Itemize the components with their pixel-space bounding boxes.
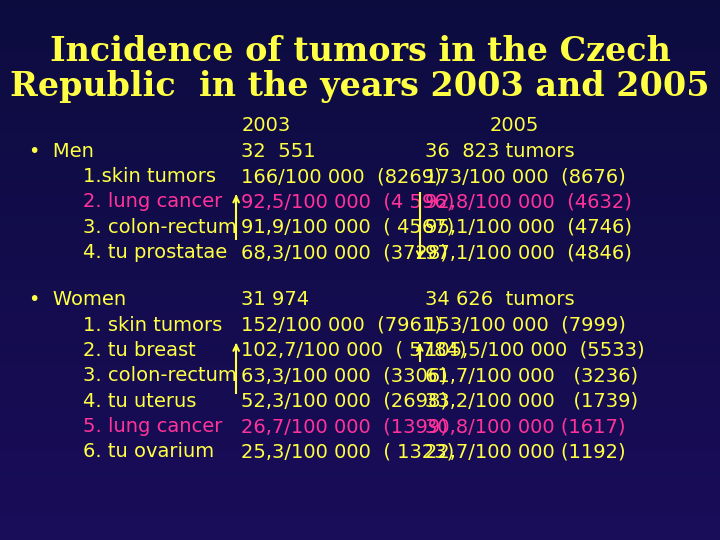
- Text: Republic  in the years 2003 and 2005: Republic in the years 2003 and 2005: [10, 70, 710, 103]
- Text: 63,3/100 000  (3306): 63,3/100 000 (3306): [241, 366, 448, 386]
- Text: 34 626  tumors: 34 626 tumors: [425, 290, 575, 309]
- Text: 3. colon-rectum: 3. colon-rectum: [83, 366, 237, 386]
- Text: 52,3/100 000  (2698): 52,3/100 000 (2698): [241, 392, 448, 411]
- Text: 4. tu prostatae: 4. tu prostatae: [83, 243, 227, 262]
- Text: 2. lung cancer: 2. lung cancer: [83, 192, 222, 212]
- Text: 91,9/100 000  ( 4567): 91,9/100 000 ( 4567): [241, 218, 454, 237]
- Text: 173/100 000  (8676): 173/100 000 (8676): [425, 167, 626, 186]
- Text: 152/100 000  (7961): 152/100 000 (7961): [241, 315, 442, 335]
- Text: 1.skin tumors: 1.skin tumors: [83, 167, 216, 186]
- Text: 105,5/100 000  (5533): 105,5/100 000 (5533): [425, 341, 644, 360]
- Text: 92,5/100 000  (4 596): 92,5/100 000 (4 596): [241, 192, 454, 212]
- Text: 95,1/100 000  (4746): 95,1/100 000 (4746): [425, 218, 632, 237]
- Text: 5. lung cancer: 5. lung cancer: [83, 417, 222, 436]
- Text: 31 974: 31 974: [241, 290, 310, 309]
- Text: 166/100 000  (8269): 166/100 000 (8269): [241, 167, 442, 186]
- Text: 32  551: 32 551: [241, 141, 316, 161]
- Text: 97,1/100 000  (4846): 97,1/100 000 (4846): [425, 243, 631, 262]
- Text: •  Women: • Women: [29, 290, 126, 309]
- Text: 1. skin tumors: 1. skin tumors: [83, 315, 222, 335]
- Text: 153/100 000  (7999): 153/100 000 (7999): [425, 315, 626, 335]
- Text: 92,8/100 000  (4632): 92,8/100 000 (4632): [425, 192, 631, 212]
- Text: 68,3/100 000  (3728): 68,3/100 000 (3728): [241, 243, 448, 262]
- Text: 2005: 2005: [490, 116, 539, 135]
- Text: 2003: 2003: [241, 116, 290, 135]
- Text: 6. tu ovarium: 6. tu ovarium: [83, 442, 214, 462]
- Text: 2. tu breast: 2. tu breast: [83, 341, 196, 360]
- Text: •  Men: • Men: [29, 141, 94, 161]
- Text: Incidence of tumors in the Czech: Incidence of tumors in the Czech: [50, 35, 670, 68]
- Text: 30,8/100 000 (1617): 30,8/100 000 (1617): [425, 417, 625, 436]
- Text: 36  823 tumors: 36 823 tumors: [425, 141, 575, 161]
- Text: 61,7/100 000   (3236): 61,7/100 000 (3236): [425, 366, 638, 386]
- Text: 26,7/100 000  (1399): 26,7/100 000 (1399): [241, 417, 448, 436]
- Text: 33,2/100 000   (1739): 33,2/100 000 (1739): [425, 392, 638, 411]
- Text: 3. colon-rectum: 3. colon-rectum: [83, 218, 237, 237]
- Text: 102,7/100 000  ( 5784): 102,7/100 000 ( 5784): [241, 341, 467, 360]
- Text: 25,3/100 000  ( 1323): 25,3/100 000 ( 1323): [241, 442, 454, 462]
- Text: 4. tu uterus: 4. tu uterus: [83, 392, 196, 411]
- Text: 22,7/100 000 (1192): 22,7/100 000 (1192): [425, 442, 626, 462]
